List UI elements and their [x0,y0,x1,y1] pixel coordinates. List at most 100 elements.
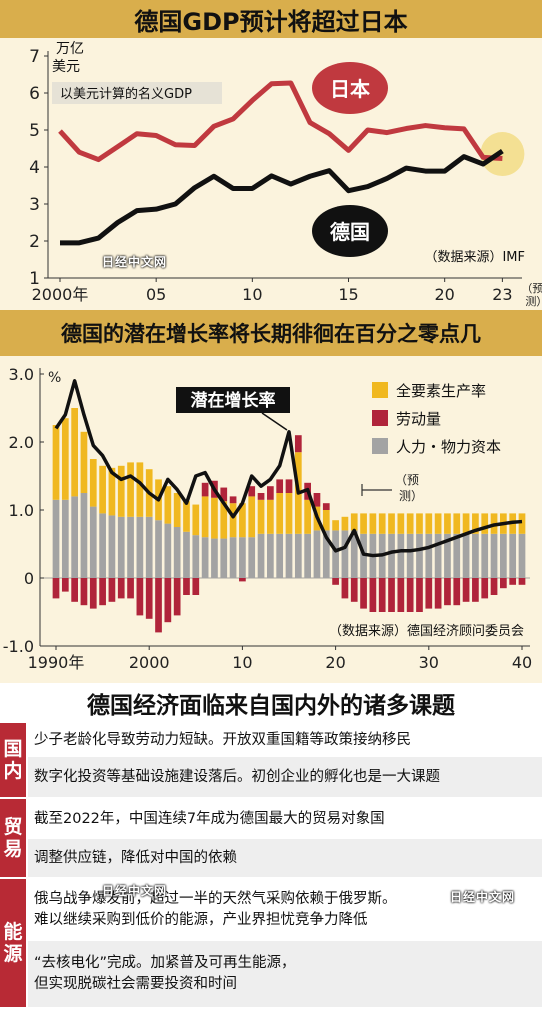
bar-segment [89,459,97,507]
bar-segment [406,513,414,534]
bar-segment [52,578,60,599]
bar-segment [257,493,265,500]
bar-segment [462,533,470,578]
growth-chart: -1.0 0 1.0 2.0 3.0 % 1990年 2000 10 20 30 40 潜在增长率 全要素… [3,365,532,672]
bar-segment [220,538,228,578]
bar-segment [313,493,321,507]
y-tick-label: 2 [29,232,40,252]
bar-segment [136,516,144,578]
bar-segment [332,520,339,531]
bar-segment [192,504,200,536]
bar-segment [472,513,479,534]
y-tick-label: 3 [29,195,40,215]
issue-item: 数字化投资等基础设施建设落后。初创企业的孵化也是一大课题 [28,757,542,797]
bar-segment [155,520,162,578]
bar-segment [397,578,405,612]
bar-segment [248,496,256,538]
bar-segment [397,513,405,534]
bar-segment [518,513,526,534]
bar-segment [453,513,461,534]
bar-segment [80,578,88,606]
bar-segment [434,533,442,578]
bar-segment [52,425,60,500]
y-tick-label: 7 [29,47,40,67]
bar-segment [239,537,246,578]
x-tick-label: 23 [492,285,512,304]
bar-segment [294,435,302,453]
legend-swatch [372,382,388,398]
bar-segment [322,510,330,531]
issue-item: 俄乌战争爆发前，超过一半的天然气采购依赖于俄罗斯。 难以继续采购到低价的能源，产… [28,879,542,941]
issues-title: 德国经济面临来自国内外的诸多课题 [0,683,542,723]
bar-segment [71,408,78,497]
bar-segment [267,533,274,578]
bar-segment [117,465,125,517]
bar-segment [481,578,489,599]
legend-label: 全要素生产率 [396,382,486,400]
bar-segment [509,578,517,585]
bar-segment [145,578,153,619]
bar-segment [444,513,451,534]
bar-segment [360,578,367,609]
bar-segment [341,578,349,599]
bar-segment [425,578,433,609]
bar-segment [285,479,293,493]
x-tick-label: 1990年 [28,653,85,672]
y-tick-label: 1.0 [9,501,34,520]
issue-group-label: 能源 [0,879,26,1007]
bar-segment [117,516,125,578]
bar-segment [453,533,461,578]
y-unit-label: 万亿 [56,41,84,57]
bar-segment [276,493,284,534]
bar-segment [108,578,116,602]
x-tick-label: 20 [325,653,345,672]
forecast-label: （预 [395,473,419,487]
y-tick-label: 2.0 [9,433,34,452]
bar-segment [239,503,246,538]
bar-segment [294,533,302,578]
bar-segment [388,533,395,578]
bar-segment [397,533,405,578]
bar-segment [490,533,498,578]
bar-segment [211,538,218,578]
bar-segment [350,513,358,531]
issue-group-label: 国内 [0,723,26,797]
legend-swatch [372,410,388,426]
bar-segment [220,501,228,539]
forecast-label: 测） [399,489,423,503]
bar-segment [350,578,358,602]
bar-segment [145,516,153,578]
issue-group: 贸易截至2022年，中国连续7年成为德国最大的贸易对象国 调整供应链，降低对中国的… [0,799,542,877]
line-label-box [176,387,290,413]
x-tick-label: 20 [435,285,455,304]
bar-segment [434,578,442,609]
bar-segment [183,531,190,578]
bar-segment [108,515,116,578]
x-tick-label: 15 [338,285,358,304]
bar-segment [276,479,284,493]
legend-label: 劳动量 [396,410,441,428]
bar-segment [127,516,134,578]
bar-segment [350,530,358,578]
bar-segment [472,578,479,602]
x-tick-label: 30 [419,653,439,672]
chart2-title: 德国的潜在增长率将长期徘徊在百分之零点几 [0,310,542,356]
bar-segment [117,578,125,599]
legend-badge [312,62,388,114]
y-tick-label: 4 [29,158,40,178]
bar-segment [201,496,209,538]
forecast-label: 测） [525,295,542,308]
bar-segment [416,513,423,534]
bar-segment [462,578,470,602]
bar-segment [425,533,433,578]
bar-segment [369,578,377,612]
bar-segment [332,578,339,585]
issue-group-label: 贸易 [0,799,26,877]
bar-segment [164,578,172,623]
bar-segment [378,513,386,534]
watermark: 日经中文网 [450,890,516,904]
bar-segment [248,537,256,578]
issues-table: 国内少子老龄化导致劳动力短缺。开放双重国籍等政策接纳移民 数字化投资等基础设施建设… [0,723,542,1009]
series-line [58,80,503,163]
bar-segment [388,578,395,612]
